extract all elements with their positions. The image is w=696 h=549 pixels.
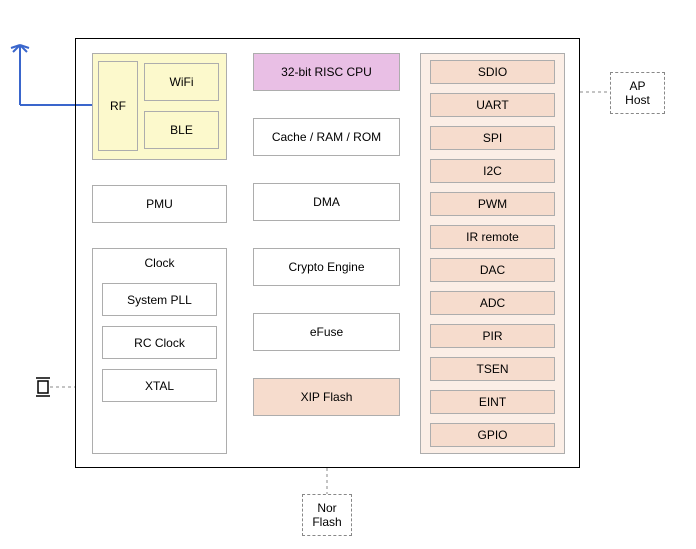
xipflash-block: XIP Flash [253, 378, 400, 416]
rcclock-block: RC Clock [102, 326, 217, 359]
wifi-block: WiFi [144, 63, 219, 101]
peripheral-uart: UART [430, 93, 555, 117]
aphost-label2: Host [625, 93, 650, 107]
norflash-label2: Flash [312, 515, 341, 529]
rf-block: RF [98, 61, 138, 151]
crystal-icon [36, 378, 50, 396]
syspll-block: System PLL [102, 283, 217, 316]
clock-label: Clock [92, 256, 227, 274]
peripheral-tsen: TSEN [430, 357, 555, 381]
norflash-label1: Nor [317, 501, 336, 515]
efuse-block: eFuse [253, 313, 400, 351]
peripheral-i2c: I2C [430, 159, 555, 183]
aphost-label1: AP [629, 79, 645, 93]
peripheral-sdio: SDIO [430, 60, 555, 84]
peripheral-dac: DAC [430, 258, 555, 282]
cpu-block: 32-bit RISC CPU [253, 53, 400, 91]
peripheral-adc: ADC [430, 291, 555, 315]
peripheral-eint: EINT [430, 390, 555, 414]
aphost-block: AP Host [610, 72, 665, 114]
xtal-block: XTAL [102, 369, 217, 402]
crypto-block: Crypto Engine [253, 248, 400, 286]
peripheral-pir: PIR [430, 324, 555, 348]
norflash-block: Nor Flash [302, 494, 352, 536]
peripheral-gpio: GPIO [430, 423, 555, 447]
peripheral-pwm: PWM [430, 192, 555, 216]
dma-block: DMA [253, 183, 400, 221]
cache-block: Cache / RAM / ROM [253, 118, 400, 156]
pmu-block: PMU [92, 185, 227, 223]
ble-block: BLE [144, 111, 219, 149]
peripheral-spi: SPI [430, 126, 555, 150]
peripheral-ir-remote: IR remote [430, 225, 555, 249]
